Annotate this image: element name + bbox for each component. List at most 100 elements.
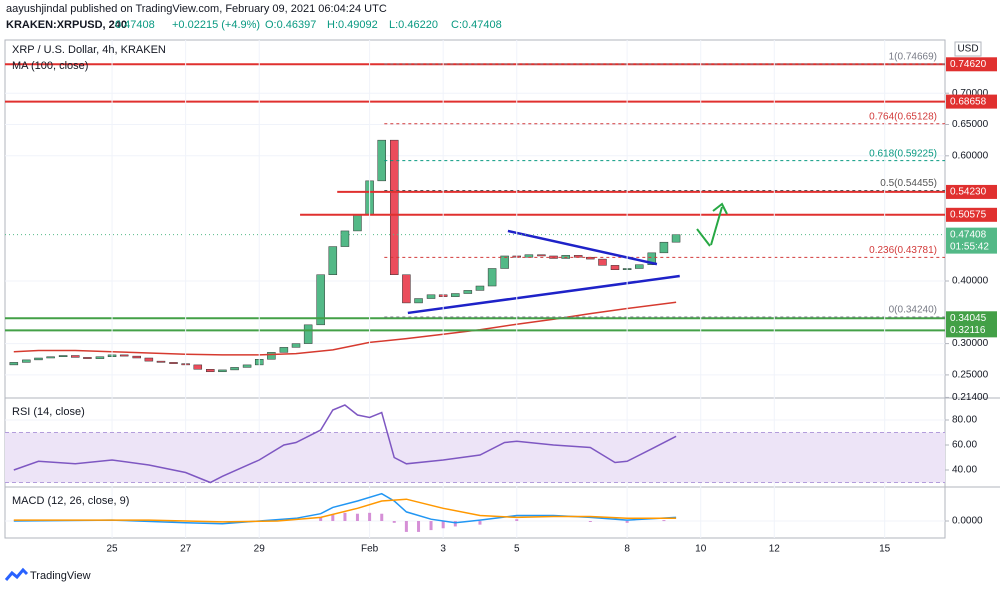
logo-mark bbox=[4, 567, 29, 581]
histogram-bar bbox=[343, 512, 347, 521]
plot: 0.21400 0.25000 0.30000 0.40000 0.60000 0.650… bbox=[5, 40, 997, 555]
ohlc-line: KRAKEN:XRPUSD, 240 0.47408 +0.02215 (+4.… bbox=[6, 19, 502, 31]
histogram-bar bbox=[380, 513, 384, 521]
histogram-bar bbox=[417, 521, 421, 532]
candle-body bbox=[353, 215, 362, 232]
y-tick-label: 40.00 bbox=[952, 465, 977, 476]
arrow bbox=[710, 206, 723, 246]
candle-body bbox=[193, 364, 203, 370]
price-label-box bbox=[946, 311, 997, 326]
x-tick-label: 15 bbox=[879, 544, 891, 555]
candle-body bbox=[119, 354, 129, 357]
x-tick-label: 29 bbox=[254, 544, 266, 555]
x-tick-label: 5 bbox=[514, 544, 520, 555]
series-line bbox=[13, 498, 677, 523]
candle-body bbox=[635, 264, 644, 269]
x-tick-label: 12 bbox=[769, 544, 781, 555]
currency: USD bbox=[957, 44, 978, 55]
x-tick-label: 25 bbox=[106, 544, 118, 555]
last-price-box bbox=[946, 227, 997, 254]
candle-body bbox=[451, 293, 460, 297]
histogram-bar bbox=[588, 521, 592, 522]
fib-label: 0.764(0.65128) bbox=[869, 111, 937, 122]
candle-body bbox=[487, 268, 497, 287]
price-label: 0.54230 bbox=[950, 187, 987, 198]
candle-body bbox=[218, 369, 227, 373]
candle-body bbox=[328, 246, 338, 275]
panel-title: MACD (12, 26, close, 9) bbox=[12, 495, 129, 507]
candle-body bbox=[647, 252, 657, 265]
candle-body bbox=[500, 255, 509, 269]
price-label: 0.74620 bbox=[950, 59, 987, 70]
price-label-box bbox=[946, 323, 997, 338]
candle-body bbox=[279, 347, 289, 353]
arrow-head bbox=[712, 202, 728, 215]
fib-label: 0(0.34240) bbox=[889, 305, 937, 316]
histogram-bar bbox=[368, 512, 372, 521]
candle-body bbox=[156, 360, 166, 363]
histogram-bar bbox=[441, 521, 445, 529]
legend-entry: MA (100, close) bbox=[12, 60, 88, 72]
y-tick-label: 0.60000 bbox=[952, 150, 989, 161]
y-tick-label: 0.70000 bbox=[952, 88, 989, 99]
series-line bbox=[13, 492, 677, 525]
y-tick-label: 80.00 bbox=[952, 415, 977, 426]
candle-body bbox=[95, 356, 105, 359]
candle-body bbox=[230, 367, 239, 371]
price-label: 0.34045 bbox=[950, 313, 987, 324]
price-label-box bbox=[946, 184, 997, 199]
last-price-label: 0.47408 bbox=[950, 229, 987, 240]
x-tick-label: 8 bbox=[624, 544, 630, 555]
price-label-box bbox=[946, 57, 997, 72]
brand: TradingView bbox=[30, 570, 91, 582]
x-tick-label: Feb bbox=[361, 544, 379, 555]
fib-label: 0.236(0.43781) bbox=[869, 245, 937, 256]
ohlc-value: O:0.46397 bbox=[265, 19, 316, 31]
y-tick-label: 0.65000 bbox=[952, 119, 989, 130]
panel bbox=[5, 404, 945, 484]
x-tick-label: 27 bbox=[180, 544, 192, 555]
candle-body bbox=[71, 355, 80, 358]
publisher: aayushjindal published on TradingView.co… bbox=[6, 3, 387, 15]
candle-body bbox=[291, 343, 301, 348]
arrow bbox=[696, 228, 711, 247]
panel bbox=[5, 63, 945, 397]
histogram-bar bbox=[355, 513, 359, 521]
candle-body bbox=[671, 234, 681, 243]
candle-body bbox=[389, 139, 399, 275]
candle-body bbox=[34, 357, 43, 361]
candle-body bbox=[9, 362, 19, 366]
candle-body bbox=[475, 285, 485, 291]
candle-body bbox=[83, 357, 92, 359]
candle-body bbox=[303, 324, 313, 344]
last: 0.47408 bbox=[115, 19, 155, 31]
y-tick-label: 0.30000 bbox=[952, 338, 989, 349]
histogram-bar bbox=[404, 521, 408, 532]
candle-body bbox=[22, 359, 31, 363]
candle-body bbox=[598, 258, 607, 266]
candle-body bbox=[426, 294, 436, 299]
histogram-bar bbox=[515, 519, 519, 521]
candle-body bbox=[144, 357, 154, 362]
histogram-bar bbox=[429, 521, 433, 531]
fib-label: 1(0.74669) bbox=[889, 52, 937, 63]
candle-body bbox=[169, 362, 178, 364]
arrows bbox=[696, 202, 728, 247]
panel-title: RSI (14, close) bbox=[12, 406, 85, 418]
trendline bbox=[507, 229, 658, 266]
candle-body bbox=[414, 298, 423, 304]
candle-body bbox=[46, 356, 55, 359]
series-line bbox=[13, 404, 677, 484]
trendline bbox=[407, 274, 680, 315]
x-tick-label: 10 bbox=[695, 544, 707, 555]
change: +0.02215 (+4.9%) bbox=[172, 19, 260, 31]
symbol: KRAKEN:XRPUSD, 240 bbox=[6, 19, 127, 31]
candle-body bbox=[610, 265, 620, 270]
price-label: 0.68658 bbox=[950, 96, 987, 107]
price-label: 0.32116 bbox=[950, 325, 986, 336]
candle-body bbox=[537, 254, 546, 257]
candle-body bbox=[463, 290, 473, 294]
histogram-bar bbox=[625, 521, 629, 523]
y-tick-label: 60.00 bbox=[952, 440, 977, 451]
